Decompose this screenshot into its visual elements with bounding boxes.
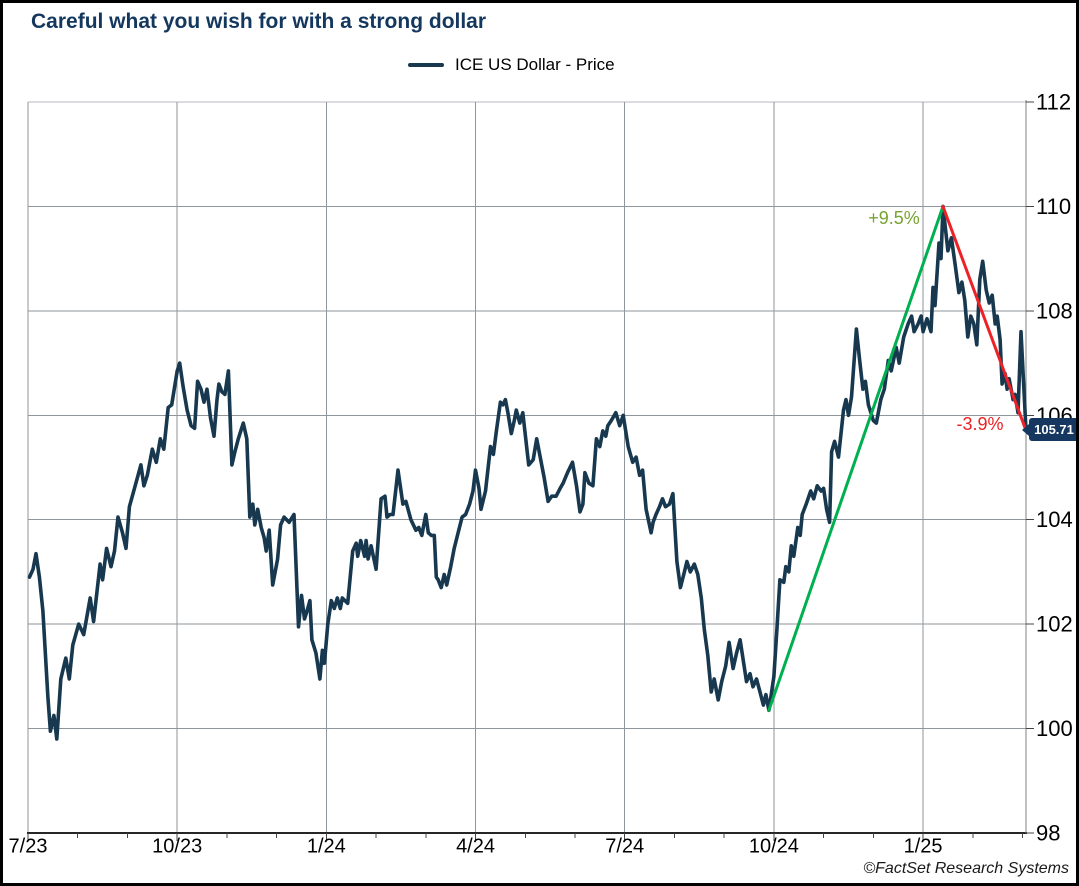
y-axis-label: 112 bbox=[1036, 90, 1071, 115]
down-trend-line bbox=[941, 204, 1028, 432]
copyright: ©FactSet Research Systems bbox=[863, 860, 1069, 877]
y-axis-label: 98 bbox=[1036, 821, 1060, 846]
last-price-value: 105.71 bbox=[1034, 422, 1074, 437]
up-trend-line bbox=[767, 204, 945, 712]
y-axis-label: 100 bbox=[1036, 716, 1073, 741]
last-price-badge: 105.71 bbox=[1022, 418, 1076, 441]
price-line bbox=[27, 204, 1028, 741]
legend-line-sample-icon bbox=[408, 63, 444, 67]
x-axis-label: 10/24 bbox=[749, 836, 799, 858]
x-axis-label: 10/23 bbox=[152, 836, 202, 858]
x-axis-label: 7/23 bbox=[9, 836, 48, 858]
y-axis-label: 108 bbox=[1036, 298, 1073, 323]
legend: ICE US Dollar - Price bbox=[408, 54, 615, 76]
x-axis-label: 4/24 bbox=[456, 836, 495, 858]
y-axis-label: 110 bbox=[1036, 194, 1071, 219]
loss-annotation-label: -3.9% bbox=[956, 414, 1004, 434]
price-chart-plot: 7/23 10/23 1/24 4/24 7/24 10/24 1/25 98 100 102 10… bbox=[9, 90, 1073, 858]
gain-annotation-label: +9.5% bbox=[868, 208, 920, 228]
y-axis-label: 102 bbox=[1036, 612, 1073, 637]
y-axis-label: 104 bbox=[1036, 507, 1073, 532]
legend-label: ICE US Dollar - Price bbox=[455, 55, 615, 74]
page-title: Careful what you wish for with a strong … bbox=[31, 10, 487, 33]
x-axis-label: 1/25 bbox=[904, 836, 943, 858]
x-axis-label: 7/24 bbox=[605, 836, 644, 858]
x-axis-label: 1/24 bbox=[307, 836, 346, 858]
